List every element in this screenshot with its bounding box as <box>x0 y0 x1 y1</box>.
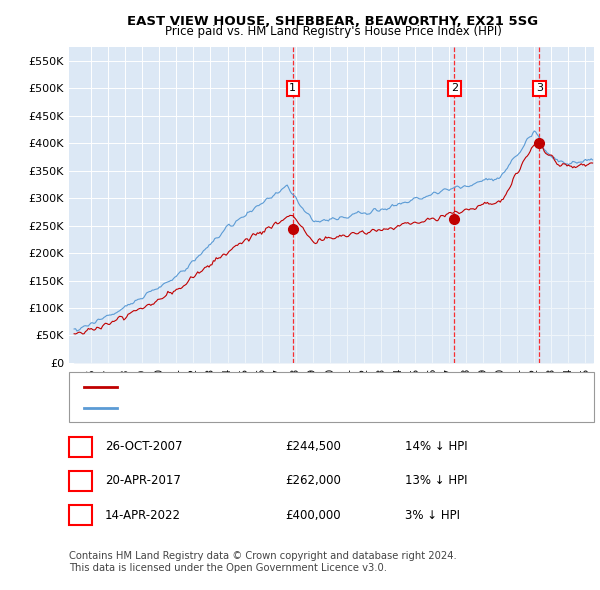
Text: 2: 2 <box>451 83 458 93</box>
Text: 3: 3 <box>536 83 543 93</box>
Text: £262,000: £262,000 <box>285 474 341 487</box>
Text: £244,500: £244,500 <box>285 440 341 453</box>
Text: 13% ↓ HPI: 13% ↓ HPI <box>405 474 467 487</box>
Text: 26-OCT-2007: 26-OCT-2007 <box>105 440 182 453</box>
Text: Contains HM Land Registry data © Crown copyright and database right 2024.
This d: Contains HM Land Registry data © Crown c… <box>69 551 457 573</box>
Text: 14% ↓ HPI: 14% ↓ HPI <box>405 440 467 453</box>
Text: Price paid vs. HM Land Registry's House Price Index (HPI): Price paid vs. HM Land Registry's House … <box>164 25 502 38</box>
Text: £400,000: £400,000 <box>285 509 341 522</box>
Text: 20-APR-2017: 20-APR-2017 <box>105 474 181 487</box>
Text: 1: 1 <box>77 440 84 453</box>
Text: 14-APR-2022: 14-APR-2022 <box>105 509 181 522</box>
Text: EAST VIEW HOUSE, SHEBBEAR, BEAWORTHY, EX21 5SG: EAST VIEW HOUSE, SHEBBEAR, BEAWORTHY, EX… <box>127 15 539 28</box>
Text: HPI: Average price, detached house, Torridge: HPI: Average price, detached house, Torr… <box>126 403 377 413</box>
Text: EAST VIEW HOUSE, SHEBBEAR, BEAWORTHY, EX21 5SG (detached house): EAST VIEW HOUSE, SHEBBEAR, BEAWORTHY, EX… <box>126 382 538 392</box>
Text: 2: 2 <box>77 474 84 487</box>
Text: 3: 3 <box>77 509 84 522</box>
Text: 3% ↓ HPI: 3% ↓ HPI <box>405 509 460 522</box>
Text: 1: 1 <box>289 83 296 93</box>
